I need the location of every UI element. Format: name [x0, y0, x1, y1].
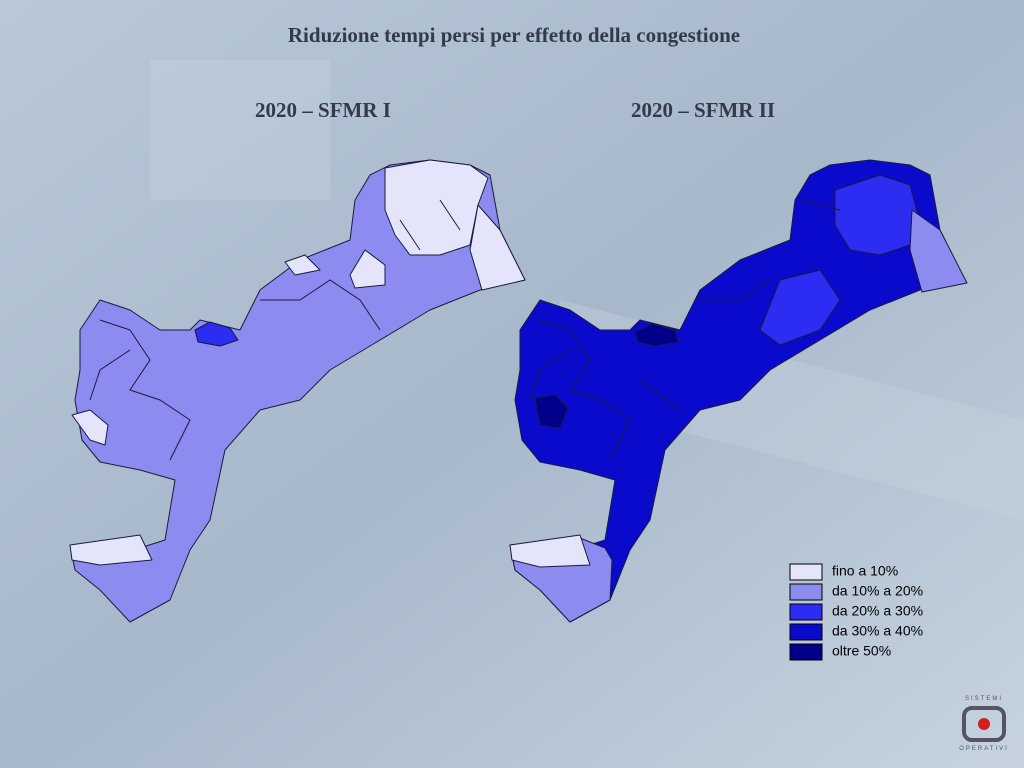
legend-label: oltre 50%	[832, 643, 891, 659]
legend-swatch	[789, 603, 823, 621]
legend-label: da 30% a 40%	[832, 623, 923, 639]
region-border	[89, 199, 461, 461]
slide-title: Riduzione tempi persi per effetto della …	[288, 23, 740, 47]
region	[909, 209, 968, 293]
region	[194, 321, 239, 347]
map-title: 2020 – SFMR II	[631, 98, 775, 122]
region	[69, 534, 153, 566]
legend-label: fino a 10%	[832, 563, 898, 579]
legend: fino a 10% da 10% a 20% da 20% a 30% da 30%…	[789, 563, 923, 661]
region	[534, 394, 569, 429]
region	[284, 254, 321, 276]
background-photo	[150, 60, 1024, 520]
region	[71, 409, 109, 446]
map-title: 2020 – SFMR I	[255, 98, 391, 122]
legend-swatch	[789, 643, 823, 661]
legend-swatch	[789, 563, 823, 581]
region	[349, 249, 386, 289]
region	[509, 534, 591, 568]
region	[759, 269, 841, 346]
legend-label: da 20% a 30%	[832, 603, 923, 619]
region	[69, 159, 526, 623]
legend-swatch	[789, 583, 823, 601]
region	[509, 159, 966, 623]
legend-label: da 10% a 20%	[832, 583, 923, 599]
region-border	[529, 199, 841, 461]
region	[384, 159, 489, 256]
logo: SISTEMI OPERATIVI	[959, 696, 1009, 752]
logo-text: SISTEMI	[965, 696, 1003, 702]
region	[469, 204, 526, 291]
logo-text: OPERATIVI	[959, 746, 1009, 752]
region	[634, 323, 679, 347]
map-right	[509, 159, 968, 623]
legend-swatch	[789, 623, 823, 641]
map-left	[69, 159, 526, 623]
region	[834, 174, 919, 256]
